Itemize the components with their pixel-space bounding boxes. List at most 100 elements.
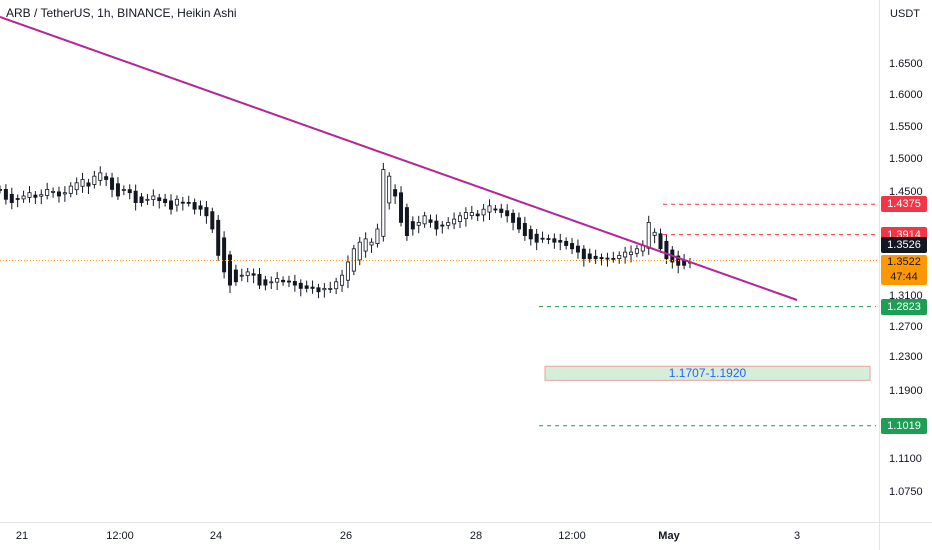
candle (682, 254, 687, 270)
candle (434, 214, 439, 236)
y-tick-label: 1.1100 (889, 453, 922, 465)
y-tick-label: 1.5000 (889, 153, 923, 165)
overlays-layer (0, 16, 879, 427)
candle (27, 186, 32, 203)
candle (204, 200, 209, 224)
candle (611, 251, 616, 263)
candle (640, 240, 645, 257)
candle (222, 231, 227, 279)
candle (286, 275, 291, 288)
candle (570, 238, 575, 255)
target-zone[interactable] (544, 365, 871, 381)
candle (387, 172, 392, 210)
candles-layer (0, 163, 693, 299)
candle (363, 232, 368, 258)
candle (511, 209, 516, 231)
support-price-tag: 1.2823 (881, 298, 927, 315)
candle (522, 216, 527, 241)
candle (463, 207, 468, 227)
candle (357, 236, 362, 266)
x-tick-label: 28 (469, 530, 483, 542)
candle (369, 238, 374, 253)
y-tick-label: 1.0750 (889, 486, 923, 498)
candle (233, 264, 238, 286)
candle (516, 212, 521, 233)
candle (552, 233, 557, 249)
candle (275, 271, 280, 291)
candle (263, 275, 268, 291)
candle (599, 253, 604, 266)
y-tick-label: 1.4500 (889, 186, 923, 198)
candle (298, 279, 303, 297)
candle (404, 203, 409, 241)
candle (581, 245, 586, 267)
x-tick-label: 12:00 (106, 530, 134, 542)
candle (304, 280, 309, 293)
candle (410, 216, 415, 236)
candle (316, 283, 321, 299)
candle (15, 194, 20, 208)
candle (98, 166, 103, 186)
candle (310, 280, 315, 294)
price-axis-separator (879, 0, 880, 550)
candle (92, 170, 97, 189)
candle (587, 248, 592, 263)
candle (104, 172, 109, 187)
candle (617, 251, 622, 264)
candle (174, 195, 179, 212)
candle (452, 212, 457, 230)
candle (33, 191, 38, 204)
candle (115, 177, 120, 200)
candle (505, 204, 510, 223)
resistance-price-tag: 1.4375 (881, 196, 927, 213)
candle (676, 250, 681, 274)
candle (3, 184, 8, 205)
candle (227, 250, 232, 294)
candle (192, 198, 197, 215)
y-tick-label: 1.2700 (889, 321, 923, 333)
candle (440, 221, 445, 234)
candle (45, 182, 50, 200)
candle (51, 187, 56, 198)
candle (210, 207, 215, 233)
candle (605, 252, 610, 267)
candle (74, 177, 79, 195)
candle (322, 283, 327, 298)
candle (334, 277, 339, 295)
candle (198, 200, 203, 216)
candle (292, 274, 297, 292)
candle (62, 186, 67, 202)
candle (169, 194, 174, 215)
candle (658, 228, 663, 253)
candle (499, 203, 504, 218)
candle (475, 210, 480, 222)
candle (575, 239, 580, 259)
candle (422, 211, 427, 228)
candle (80, 172, 85, 193)
x-tick-label: 3 (793, 530, 801, 542)
candle (493, 205, 498, 214)
candle (328, 281, 333, 294)
candle (39, 189, 44, 205)
trendline[interactable] (0, 16, 798, 301)
candle (0, 185, 3, 194)
candle (56, 186, 61, 203)
x-tick-label: May (658, 530, 680, 542)
candle (381, 163, 386, 242)
candle (133, 184, 138, 211)
candle (646, 215, 651, 255)
current-price-value: 1.3522 (887, 256, 921, 268)
candle (281, 276, 286, 286)
candle (151, 189, 156, 207)
candle (86, 178, 91, 195)
support-price-tag: 1.1019 (881, 417, 927, 434)
candle (9, 187, 14, 210)
candle (251, 268, 256, 284)
candle (623, 246, 628, 264)
x-tick-label: 12:00 (558, 530, 586, 542)
candle (446, 217, 451, 230)
candle (139, 192, 144, 207)
y-tick-label: 1.5500 (889, 121, 923, 133)
candle (546, 234, 551, 245)
